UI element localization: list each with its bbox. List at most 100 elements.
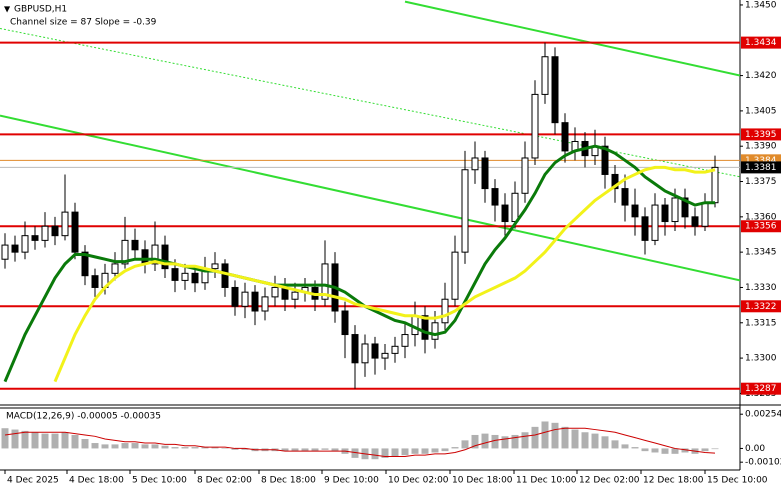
candle-body <box>21 235 29 253</box>
candle-body <box>241 291 249 307</box>
macd-bar <box>521 432 529 449</box>
macd-bar <box>661 448 669 454</box>
candle-body <box>51 225 59 237</box>
x-tick-label: 11 Dec 10:00 <box>516 476 577 486</box>
candle-body <box>451 251 459 300</box>
candle-body <box>531 93 539 159</box>
macd-bar <box>321 448 329 450</box>
candle-body <box>391 345 399 354</box>
candle-body <box>511 192 519 223</box>
macd-bar <box>21 430 29 449</box>
menu-icon[interactable]: ▼ <box>4 5 11 14</box>
macd-bar <box>491 434 499 449</box>
macd-bar <box>211 447 219 449</box>
macd-bar <box>681 448 689 453</box>
moving-average <box>53 165 716 383</box>
level-label: 1.3287 <box>745 384 777 394</box>
candle-body <box>631 204 639 218</box>
candle-body <box>521 157 529 194</box>
macd-bar <box>581 432 589 449</box>
macd-bar <box>91 443 99 449</box>
x-tick-label: 15 Dec 10:00 <box>707 476 768 486</box>
price-label: 1.3384 <box>745 156 777 166</box>
candle-body <box>401 334 409 347</box>
candle-body <box>471 157 479 171</box>
candle-body <box>71 211 79 253</box>
macd-bar <box>501 436 509 449</box>
candle-body <box>611 173 619 190</box>
macd-bar <box>231 448 239 450</box>
macd-bar <box>571 429 579 449</box>
macd-bar <box>31 432 39 449</box>
macd-bar <box>81 439 89 449</box>
candle-body <box>371 343 379 359</box>
macd-bar <box>71 434 79 449</box>
x-tick-label: 5 Dec 10:00 <box>132 476 187 486</box>
candle-body <box>711 166 719 204</box>
level-label-bg <box>741 36 781 49</box>
macd-bar <box>411 448 419 454</box>
candle-body <box>111 263 119 274</box>
macd-bar <box>541 421 549 449</box>
candle-body <box>481 157 489 190</box>
macd-bar <box>511 434 519 449</box>
candle-body <box>291 291 299 300</box>
candle-body <box>601 145 609 175</box>
macd-bar <box>311 448 319 452</box>
macd-bar <box>201 447 209 449</box>
macd-bar <box>651 448 659 453</box>
x-tick-label: 4 Dec 18:00 <box>69 476 124 486</box>
candle-body <box>81 251 89 277</box>
macd-bar <box>331 448 339 452</box>
candle-body <box>541 56 549 95</box>
macd-bar <box>471 434 479 449</box>
candle-body <box>121 239 129 265</box>
candle-body <box>461 169 469 253</box>
y-tick-label: 1.3420 <box>745 71 777 81</box>
level-label: 1.3322 <box>745 302 777 312</box>
macd-bar <box>441 448 449 452</box>
macd-bar <box>531 426 539 449</box>
macd-bar <box>171 447 179 449</box>
x-tick-label: 9 Dec 10:00 <box>324 476 379 486</box>
macd-bar <box>241 448 249 450</box>
y-tick-label: 1.3300 <box>745 354 777 364</box>
symbol: GBPUSD,H1 <box>14 5 67 15</box>
macd-bar <box>61 432 69 449</box>
macd-bar <box>621 444 629 449</box>
y-tick-label: 1.3450 <box>745 0 777 10</box>
x-tick-label: 4 Dec 2025 <box>7 476 59 486</box>
candle-body <box>641 216 649 241</box>
macd-bar <box>711 448 719 450</box>
macd-bar <box>671 448 679 454</box>
candle-body <box>691 216 699 227</box>
macd-bar <box>401 448 409 456</box>
macd-bar <box>131 443 139 449</box>
macd-bar <box>121 443 129 449</box>
macd-bar <box>301 448 309 452</box>
macd-bar <box>421 448 429 454</box>
candle-body <box>261 296 269 312</box>
main-panel <box>0 0 740 390</box>
macd-bar <box>391 448 399 457</box>
macd-bar <box>161 445 169 449</box>
candle-body <box>671 197 679 223</box>
macd-bar <box>461 440 469 449</box>
candle-body <box>1 244 9 260</box>
macd-bar <box>371 448 379 460</box>
candle-body <box>191 272 199 284</box>
candle-body <box>361 343 369 364</box>
candle-body <box>431 322 439 340</box>
macd-bar <box>431 448 439 453</box>
overlay: 1.34501.34201.34051.33901.33751.33601.33… <box>4 0 781 486</box>
candle-body <box>661 204 669 223</box>
macd-bar <box>151 444 159 449</box>
x-tick-label: 8 Dec 18:00 <box>261 476 316 486</box>
candle-body <box>621 188 629 206</box>
macd-bar <box>591 433 599 449</box>
y-tick-label: 1.3330 <box>745 283 777 293</box>
candle-body <box>271 286 279 298</box>
level-label: 1.3356 <box>745 222 777 232</box>
macd-bar <box>641 448 649 452</box>
candle-body <box>11 244 19 253</box>
